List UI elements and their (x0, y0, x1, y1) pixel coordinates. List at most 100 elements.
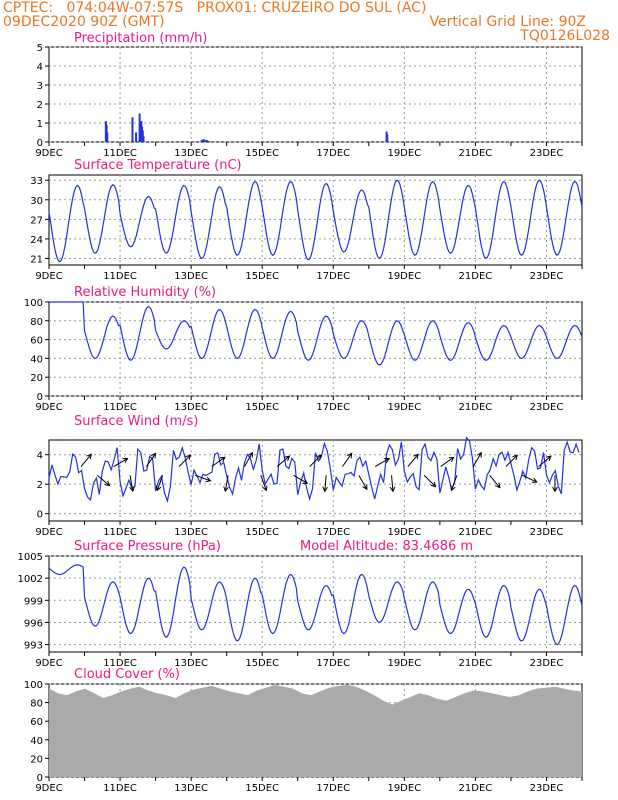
wind-arrow-head (322, 486, 328, 493)
precip-bar (106, 132, 109, 142)
y-tick-label: 2 (37, 480, 43, 491)
wind-arrow (97, 474, 110, 487)
wind-arrow-head (262, 485, 268, 492)
wind-arrow (129, 475, 134, 492)
precip-bar (142, 136, 145, 142)
y-tick-label: 2 (37, 100, 43, 111)
y-tick-label: 80 (30, 699, 43, 710)
precip-bar (386, 134, 389, 142)
x-tick-label: 17DEC (316, 658, 350, 669)
panel-frame (48, 174, 583, 266)
x-tick-label: 17DEC (316, 271, 350, 282)
wind-arrow-head (430, 481, 437, 488)
panel-annotation: Model Altitude: 83.4686 m (300, 539, 473, 554)
x-tick-label: 19DEC (387, 148, 421, 159)
wind-arrow (244, 452, 253, 467)
wind-arrow (489, 475, 501, 488)
header-model-id: TQ0126L028 (520, 28, 610, 44)
x-tick-label: 23DEC (530, 658, 564, 669)
x-tick-label: 9DEC (35, 148, 62, 159)
panel-title: Surface Temperature (nC) (74, 158, 242, 173)
x-tick-label: 19DEC (387, 271, 421, 282)
wind-arrow (260, 475, 267, 491)
wind-arrow-head (205, 476, 212, 483)
wind-arrow-head (413, 453, 419, 460)
y-tick-label: 0 (37, 773, 43, 784)
x-tick-label: 19DEC (387, 527, 421, 538)
x-tick-label: 23DEC (530, 527, 564, 538)
y-tick-label: 27 (30, 215, 43, 226)
x-tick-label: 19DEC (387, 783, 421, 794)
wind-arrow (450, 475, 458, 491)
y-tick-label: 40 (30, 736, 43, 747)
wind-arrow (309, 454, 322, 467)
y-tick-label: 1 (37, 119, 43, 130)
x-tick-label: 13DEC (174, 148, 208, 159)
wind-arrow (113, 458, 128, 467)
y-tick-label: 60 (30, 336, 43, 347)
wind-arrow (522, 474, 538, 483)
wind-arrow (293, 474, 308, 484)
x-tick-label: 21DEC (459, 783, 493, 794)
x-tick-label: 23DEC (530, 402, 564, 413)
precip-bar (131, 117, 134, 142)
panel-precipitation: 0 1 2 3 4 5 9DEC 11DEC 13DEC 15DEC 17DEC 19DEC 21DEC… (35, 31, 583, 159)
x-tick-label: 15DEC (245, 402, 279, 413)
wind-arrow-head (545, 455, 552, 462)
wind-arrow (80, 453, 92, 467)
header-date: 09DEC2020 90Z (GMT) (3, 14, 165, 30)
x-tick-label: 13DEC (174, 658, 208, 669)
x-tick-label: 17DEC (316, 402, 350, 413)
x-tick-label: 11DEC (103, 658, 137, 669)
x-tick-label: 13DEC (174, 783, 208, 794)
x-tick-label: 11DEC (103, 783, 137, 794)
x-tick-label: 15DEC (245, 271, 279, 282)
y-tick-label: 20 (30, 754, 43, 765)
wind-arrow-head (346, 452, 353, 459)
y-tick-label: 999 (24, 596, 43, 607)
x-tick-label: 13DEC (174, 271, 208, 282)
panel-title: Surface Pressure (hPa) (74, 539, 221, 554)
wind-arrow (358, 475, 368, 490)
y-tick-label: 5 (37, 43, 43, 54)
panel-title: Cloud Cover (%) (74, 667, 180, 682)
wind-arrow-head (531, 477, 538, 483)
x-tick-label: 15DEC (245, 527, 279, 538)
y-tick-label: 30 (30, 196, 43, 207)
x-tick-label: 17DEC (316, 148, 350, 159)
x-tick-label: 15DEC (245, 658, 279, 669)
wind-arrow-head (448, 456, 455, 463)
wind-arrow (440, 456, 454, 467)
wind-arrow-head (86, 453, 92, 460)
y-tick-label: 20 (30, 373, 43, 384)
wind-arrow (145, 453, 156, 467)
wind-arrow (505, 454, 518, 467)
header-title: CPTEC: 074:04W-07:57S PROX01: CRUZEIRO D… (3, 0, 427, 16)
x-tick-label: 21DEC (459, 658, 493, 669)
y-tick-label: 60 (30, 717, 43, 728)
precip-bar (207, 141, 210, 142)
wind-arrow-head (476, 451, 482, 458)
x-tick-label: 19DEC (387, 658, 421, 669)
y-tick-label: 21 (30, 254, 43, 265)
header-grid-line: Vertical Grid Line: 90Z (429, 14, 586, 30)
precip-bar (200, 140, 203, 142)
wind-arrow (423, 474, 436, 488)
x-tick-label: 23DEC (530, 783, 564, 794)
x-tick-label: 23DEC (530, 148, 564, 159)
y-tick-label: 40 (30, 354, 43, 365)
x-tick-label: 11DEC (103, 271, 137, 282)
y-tick-label: 3 (37, 81, 43, 92)
x-tick-label: 11DEC (103, 527, 137, 538)
wind-arrow (391, 475, 394, 492)
wind-arrow (374, 458, 390, 467)
x-tick-label: 15DEC (245, 148, 279, 159)
x-tick-label: 9DEC (35, 783, 62, 794)
panel-frame (48, 439, 583, 522)
x-tick-label: 21DEC (459, 271, 493, 282)
panel-frame (48, 301, 583, 397)
wind-arrow-head (512, 454, 519, 461)
y-tick-label: 4 (37, 451, 43, 462)
y-tick-label: 24 (30, 235, 43, 246)
wind-arrow (407, 453, 419, 467)
